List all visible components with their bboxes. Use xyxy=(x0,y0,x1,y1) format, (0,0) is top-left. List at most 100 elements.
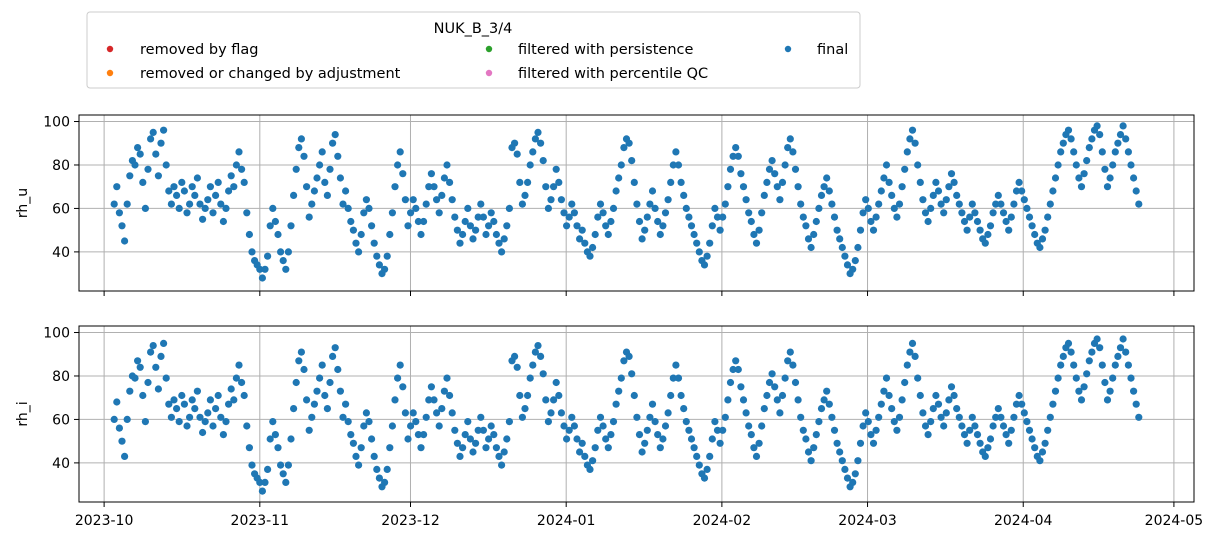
data-point xyxy=(966,426,974,434)
data-point xyxy=(568,413,576,421)
data-point xyxy=(310,400,318,408)
data-point xyxy=(433,196,441,204)
data-point xyxy=(768,157,776,165)
data-point xyxy=(339,413,347,421)
data-point xyxy=(927,204,935,212)
data-point xyxy=(1059,139,1067,147)
y-tick-label: 100 xyxy=(43,326,70,342)
data-point xyxy=(292,378,300,387)
data-point xyxy=(490,431,498,439)
data-point xyxy=(201,418,209,426)
data-point xyxy=(960,431,969,439)
x-tick-label: 2024-04 xyxy=(994,513,1053,529)
data-point xyxy=(747,431,755,439)
data-point xyxy=(438,191,446,199)
data-point xyxy=(414,217,422,226)
data-point xyxy=(396,148,404,156)
data-point xyxy=(1101,165,1109,173)
data-point xyxy=(568,200,576,208)
data-point xyxy=(581,239,589,247)
data-point xyxy=(958,422,966,430)
data-point xyxy=(797,200,805,208)
data-point xyxy=(1007,426,1015,434)
data-point xyxy=(1130,387,1138,395)
data-point xyxy=(638,235,646,243)
data-point xyxy=(854,457,862,465)
data-point xyxy=(162,161,170,169)
data-point xyxy=(186,200,194,208)
data-point xyxy=(531,348,540,356)
data-point xyxy=(1096,131,1104,139)
data-point xyxy=(516,391,524,400)
data-point xyxy=(797,413,805,421)
data-point xyxy=(656,444,664,452)
data-point xyxy=(368,435,376,443)
data-point xyxy=(1093,122,1101,130)
data-point xyxy=(1028,222,1036,230)
data-point xyxy=(258,274,266,282)
data-point xyxy=(1044,426,1052,434)
data-point xyxy=(1012,400,1021,408)
data-point xyxy=(521,405,529,413)
data-point xyxy=(1096,344,1104,352)
data-point xyxy=(323,191,331,199)
data-point xyxy=(630,178,638,186)
data-point xyxy=(227,385,235,393)
data-point xyxy=(895,200,904,208)
data-point xyxy=(1135,200,1143,208)
data-point xyxy=(269,418,277,426)
rh-u-y-axis-label: rh_u xyxy=(15,188,31,218)
data-point xyxy=(828,413,836,421)
data-point xyxy=(1023,418,1031,426)
data-point xyxy=(206,396,214,404)
data-point xyxy=(794,183,802,191)
data-point xyxy=(661,422,670,430)
data-point xyxy=(459,444,467,452)
data-point xyxy=(908,126,917,134)
legend: NUK_B_3/4 removed by flag filtered with … xyxy=(86,11,861,89)
data-point xyxy=(937,200,945,208)
data-point xyxy=(240,391,248,400)
data-point xyxy=(238,165,246,173)
data-point xyxy=(170,396,178,404)
data-point xyxy=(877,187,885,195)
legend-label-filtered-with-percentile-qc: filtered with percentile QC xyxy=(518,66,708,82)
data-point xyxy=(518,200,527,208)
data-point xyxy=(669,161,677,169)
data-point xyxy=(401,409,409,417)
data-point xyxy=(968,413,976,421)
data-point xyxy=(209,209,217,217)
data-point xyxy=(778,391,787,400)
data-point xyxy=(734,365,742,374)
data-point xyxy=(750,444,758,452)
data-point xyxy=(888,191,896,199)
data-point xyxy=(737,383,745,391)
data-point xyxy=(1025,213,1034,221)
data-point xyxy=(989,422,997,430)
data-point xyxy=(565,426,573,434)
data-point xyxy=(433,409,441,417)
data-point xyxy=(742,196,750,204)
data-point xyxy=(708,222,716,230)
data-point xyxy=(420,431,428,439)
data-point xyxy=(459,230,467,239)
data-point xyxy=(776,409,784,417)
data-point xyxy=(352,239,360,247)
data-point xyxy=(685,426,693,434)
data-point xyxy=(836,235,844,243)
data-point xyxy=(300,365,308,374)
data-point xyxy=(258,487,266,495)
data-point xyxy=(708,435,716,443)
data-point xyxy=(1088,135,1096,143)
data-point xyxy=(1018,187,1026,195)
data-point xyxy=(1049,187,1057,195)
data-point xyxy=(542,183,550,191)
data-point xyxy=(1109,161,1117,169)
data-point xyxy=(469,235,477,243)
data-point xyxy=(277,248,285,256)
data-point xyxy=(414,431,422,439)
data-point xyxy=(838,457,846,465)
data-point xyxy=(955,413,963,421)
data-point xyxy=(862,409,870,417)
data-point xyxy=(342,187,350,195)
